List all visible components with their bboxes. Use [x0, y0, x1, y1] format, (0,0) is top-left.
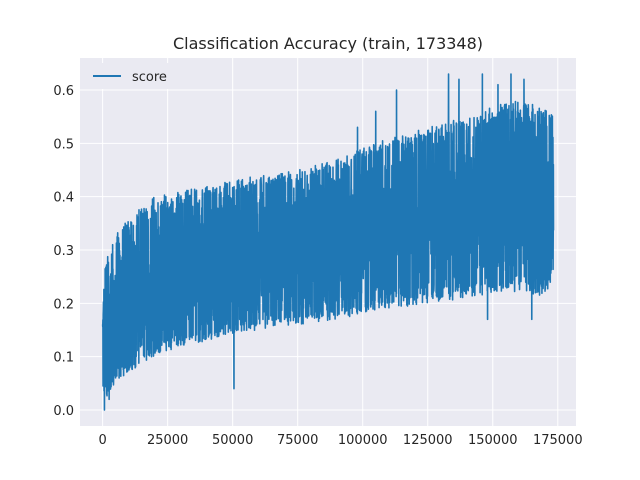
y-tick-label: 0.6 — [53, 84, 74, 99]
y-tick-label: 0.0 — [53, 404, 74, 419]
y-tick-label: 0.3 — [53, 244, 74, 259]
series-line-score — [101, 73, 555, 411]
x-tick-label: 150000 — [468, 433, 518, 448]
x-tick-label: 25000 — [147, 433, 188, 448]
chart-title: Classification Accuracy (train, 173348) — [173, 34, 483, 53]
x-tick-label: 125000 — [403, 433, 453, 448]
legend: score — [85, 63, 177, 89]
y-tick-label: 0.1 — [53, 351, 74, 366]
x-tick-label: 50000 — [212, 433, 253, 448]
x-tick-label: 175000 — [533, 433, 583, 448]
y-tick-label: 0.4 — [53, 191, 74, 206]
y-tick-label: 0.5 — [53, 137, 74, 152]
x-tick-label: 0 — [98, 433, 106, 448]
x-tick-label: 100000 — [338, 433, 388, 448]
legend-label-score: score — [132, 70, 167, 85]
x-tick-label: 75000 — [277, 433, 318, 448]
series-score — [101, 73, 555, 411]
tick-labels: 0 25000 50000 75000 100000 125000 150000 175000… — [53, 84, 582, 448]
y-tick-label: 0.2 — [53, 297, 74, 312]
